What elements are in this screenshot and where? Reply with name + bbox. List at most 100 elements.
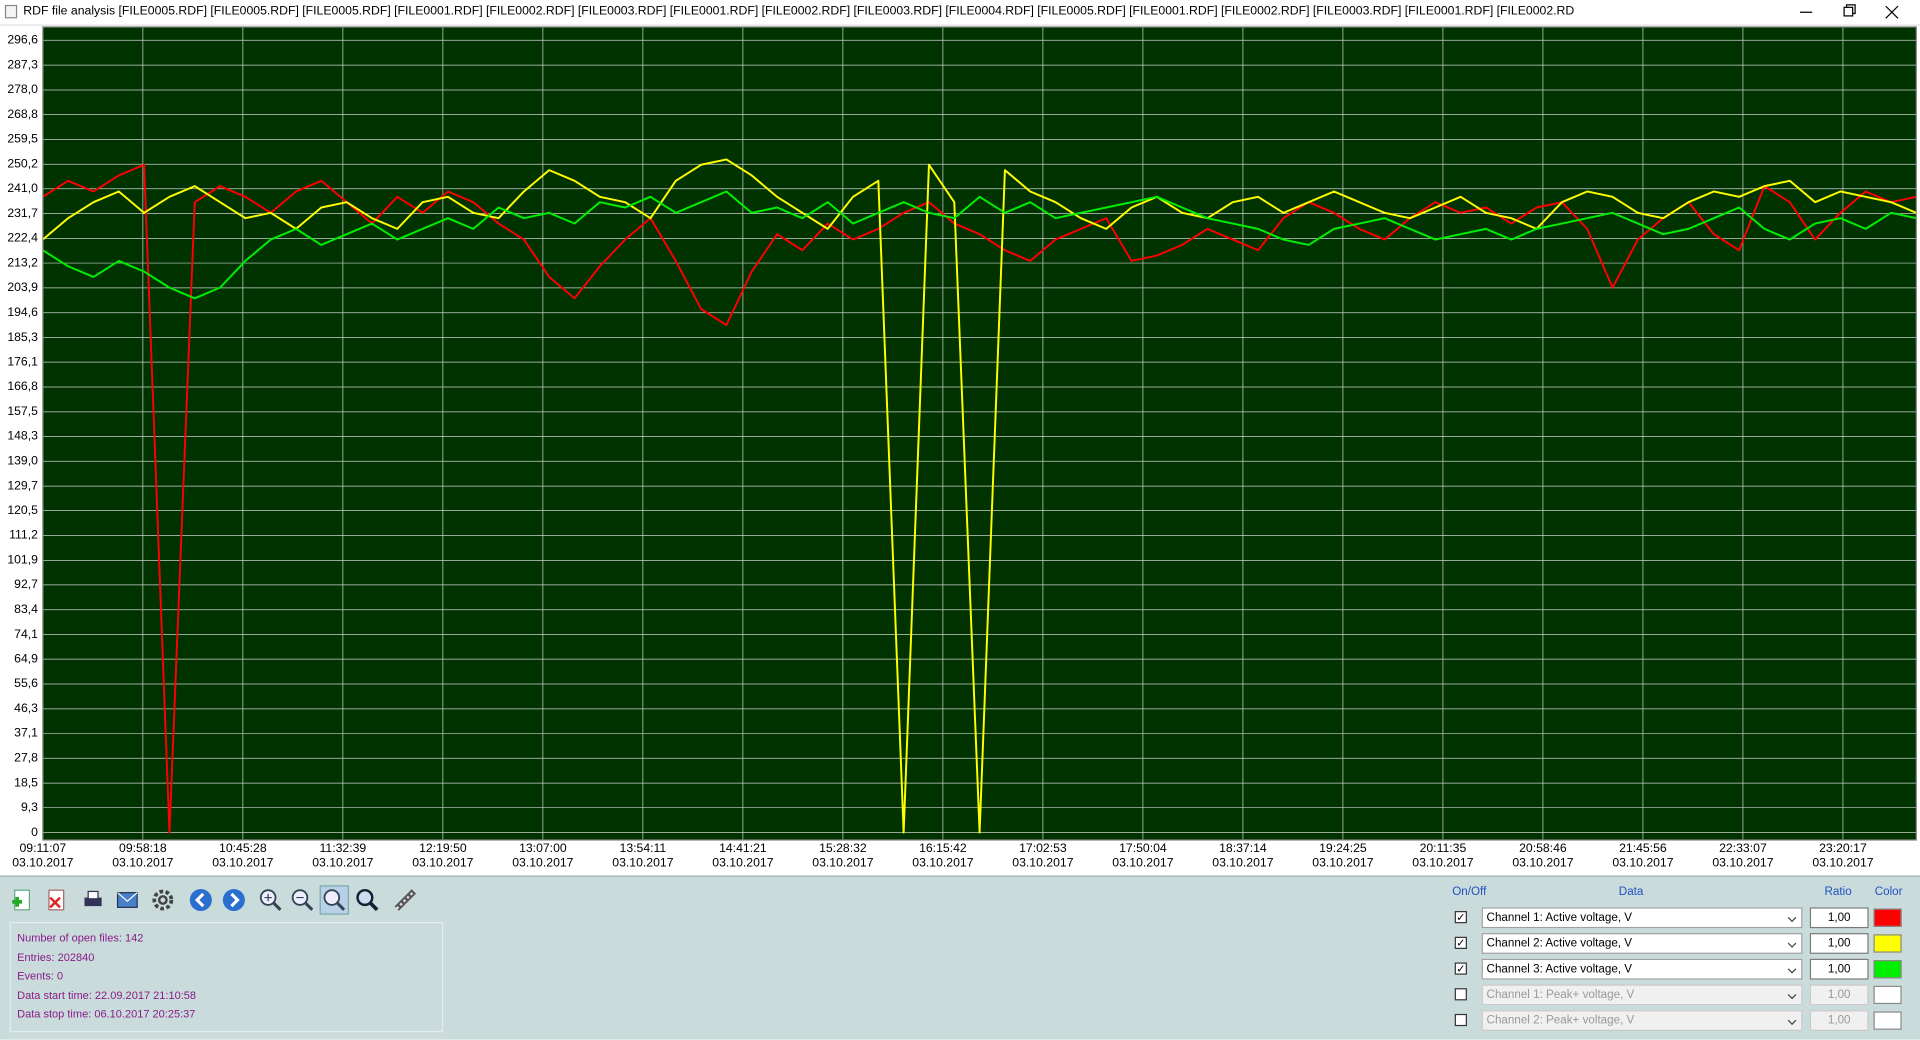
forward-button[interactable] xyxy=(220,887,247,914)
y-tick-label: 203,9 xyxy=(7,280,38,294)
x-tick-date: 03.10.2017 xyxy=(312,856,373,870)
y-tick-label: 101,9 xyxy=(7,553,38,567)
y-tick-label: 37,1 xyxy=(14,726,38,740)
x-tick-date: 03.10.2017 xyxy=(1412,856,1473,870)
close-file-button[interactable] xyxy=(43,887,70,914)
y-tick-label: 176,1 xyxy=(7,354,38,368)
checkbox[interactable]: ✓ xyxy=(1454,911,1467,924)
x-tick-time: 15:28:32 xyxy=(819,841,867,855)
app-icon xyxy=(4,4,18,19)
y-tick-label: 278,0 xyxy=(7,82,38,96)
y-tick-label: 157,5 xyxy=(7,404,38,418)
info-line: Events: 0 xyxy=(17,969,64,983)
color-swatch[interactable] xyxy=(1873,934,1902,953)
export-button[interactable] xyxy=(114,887,141,914)
checkbox[interactable]: ✓ xyxy=(1454,962,1467,975)
y-tick-label: 139,0 xyxy=(7,453,38,467)
color-swatch[interactable] xyxy=(1873,960,1902,979)
y-tick-label: 185,3 xyxy=(7,330,38,344)
x-tick-date: 03.10.2017 xyxy=(1612,856,1673,870)
x-tick-time: 23:20:17 xyxy=(1819,841,1867,855)
column-header: Ratio xyxy=(1824,885,1852,899)
ratio-input[interactable]: 1,00 xyxy=(1809,933,1869,954)
x-tick-date: 03.10.2017 xyxy=(1312,856,1373,870)
y-tick-label: 259,5 xyxy=(7,132,38,146)
y-tick-label: 287,3 xyxy=(7,57,38,71)
x-tick-date: 03.10.2017 xyxy=(712,856,773,870)
x-tick-time: 20:11:35 xyxy=(1420,841,1467,855)
channel-dropdown[interactable]: Channel 2: Active voltage, V xyxy=(1481,933,1803,954)
restore-button[interactable] xyxy=(1822,0,1878,24)
series-line xyxy=(42,158,1917,834)
y-tick-label: 213,2 xyxy=(7,255,38,269)
x-tick-time: 19:24:25 xyxy=(1319,841,1367,855)
zoom-out-button[interactable] xyxy=(289,887,316,914)
settings-button[interactable] xyxy=(149,887,176,914)
y-tick-label: 231,7 xyxy=(7,206,38,220)
close-button[interactable] xyxy=(1864,0,1920,24)
x-tick-date: 03.10.2017 xyxy=(1212,856,1273,870)
x-tick-time: 10:45:28 xyxy=(219,841,267,855)
ratio-input[interactable]: 1,00 xyxy=(1809,958,1869,980)
ratio-input: 1,00 xyxy=(1809,1010,1869,1032)
x-tick-time: 13:54:11 xyxy=(620,841,667,855)
open-file-button[interactable] xyxy=(9,887,36,914)
y-tick-label: 18,5 xyxy=(14,775,38,789)
info-line: Data start time: 22.09.2017 21:10:58 xyxy=(17,988,197,1002)
y-tick-label: 222,4 xyxy=(7,231,38,245)
x-tick-time: 12:19:50 xyxy=(419,841,467,855)
zoom-fit-button[interactable] xyxy=(319,885,349,915)
print-button[interactable] xyxy=(80,887,107,914)
y-tick-label: 111,2 xyxy=(9,528,38,542)
x-tick-date: 03.10.2017 xyxy=(12,856,73,870)
y-tick-label: 83,4 xyxy=(14,602,38,616)
checkbox[interactable] xyxy=(1454,1013,1467,1027)
chart: 0 9,3 18,5 27,8 37,1 46,3 55,6 64,9 74,1 83,4 92,7… xyxy=(7,26,1917,870)
y-tick-label: 46,3 xyxy=(14,701,38,715)
y-tick-label: 296,6 xyxy=(7,33,38,47)
column-header: Data xyxy=(1618,885,1644,899)
info-line: Number of open files: 142 xyxy=(17,931,144,945)
x-tick-date: 03.10.2017 xyxy=(912,856,973,870)
x-tick-time: 21:45:56 xyxy=(1619,841,1667,855)
color-swatch[interactable] xyxy=(1873,908,1902,927)
y-tick-label: 268,8 xyxy=(7,107,38,121)
y-tick-label: 92,7 xyxy=(14,577,38,591)
checkbox[interactable]: ✓ xyxy=(1454,936,1467,949)
x-tick-date: 03.10.2017 xyxy=(1712,856,1773,870)
channel-dropdown[interactable]: Channel 1: Active voltage, V xyxy=(1481,907,1803,929)
x-tick-date: 03.10.2017 xyxy=(1012,856,1073,870)
zoom-in-button[interactable] xyxy=(257,887,284,914)
x-tick-time: 22:33:07 xyxy=(1719,841,1767,855)
minimize-button[interactable] xyxy=(1778,0,1834,24)
title-bar: RDF file analysis [FILE0005.RDF] [FILE00… xyxy=(0,0,1920,26)
ratio-input: 1,00 xyxy=(1809,984,1869,1006)
x-tick-date: 03.10.2017 xyxy=(1812,856,1873,870)
x-tick-date: 03.10.2017 xyxy=(1512,856,1573,870)
channel-dropdown[interactable]: Channel 3: Active voltage, V xyxy=(1481,958,1803,980)
y-tick-label: 148,3 xyxy=(7,429,38,443)
x-tick-date: 03.10.2017 xyxy=(112,856,173,870)
checkbox[interactable] xyxy=(1454,988,1467,1001)
x-tick-time: 11:32:39 xyxy=(320,841,367,855)
ratio-input[interactable]: 1,00 xyxy=(1809,907,1869,929)
y-tick-label: 27,8 xyxy=(14,751,38,765)
x-tick-date: 03.10.2017 xyxy=(812,856,873,870)
y-tick-label: 9,3 xyxy=(21,800,38,814)
y-tick-label: 250,2 xyxy=(7,156,38,170)
series-line xyxy=(42,163,1917,834)
color-swatch xyxy=(1873,1011,1902,1030)
y-tick-label: 55,6 xyxy=(14,676,38,690)
info-line: Data stop time: 06.10.2017 20:25:37 xyxy=(17,1007,196,1021)
column-header: Color xyxy=(1874,885,1903,899)
column-header: On/Off xyxy=(1452,885,1487,899)
measure-button[interactable] xyxy=(392,887,419,914)
zoom-reset-button[interactable] xyxy=(354,887,381,914)
back-button[interactable] xyxy=(187,887,214,914)
x-tick-time: 09:11:07 xyxy=(19,841,66,855)
x-tick-time: 20:58:46 xyxy=(1519,841,1567,855)
y-tick-label: 129,7 xyxy=(7,478,38,492)
x-tick-date: 03.10.2017 xyxy=(512,856,573,870)
